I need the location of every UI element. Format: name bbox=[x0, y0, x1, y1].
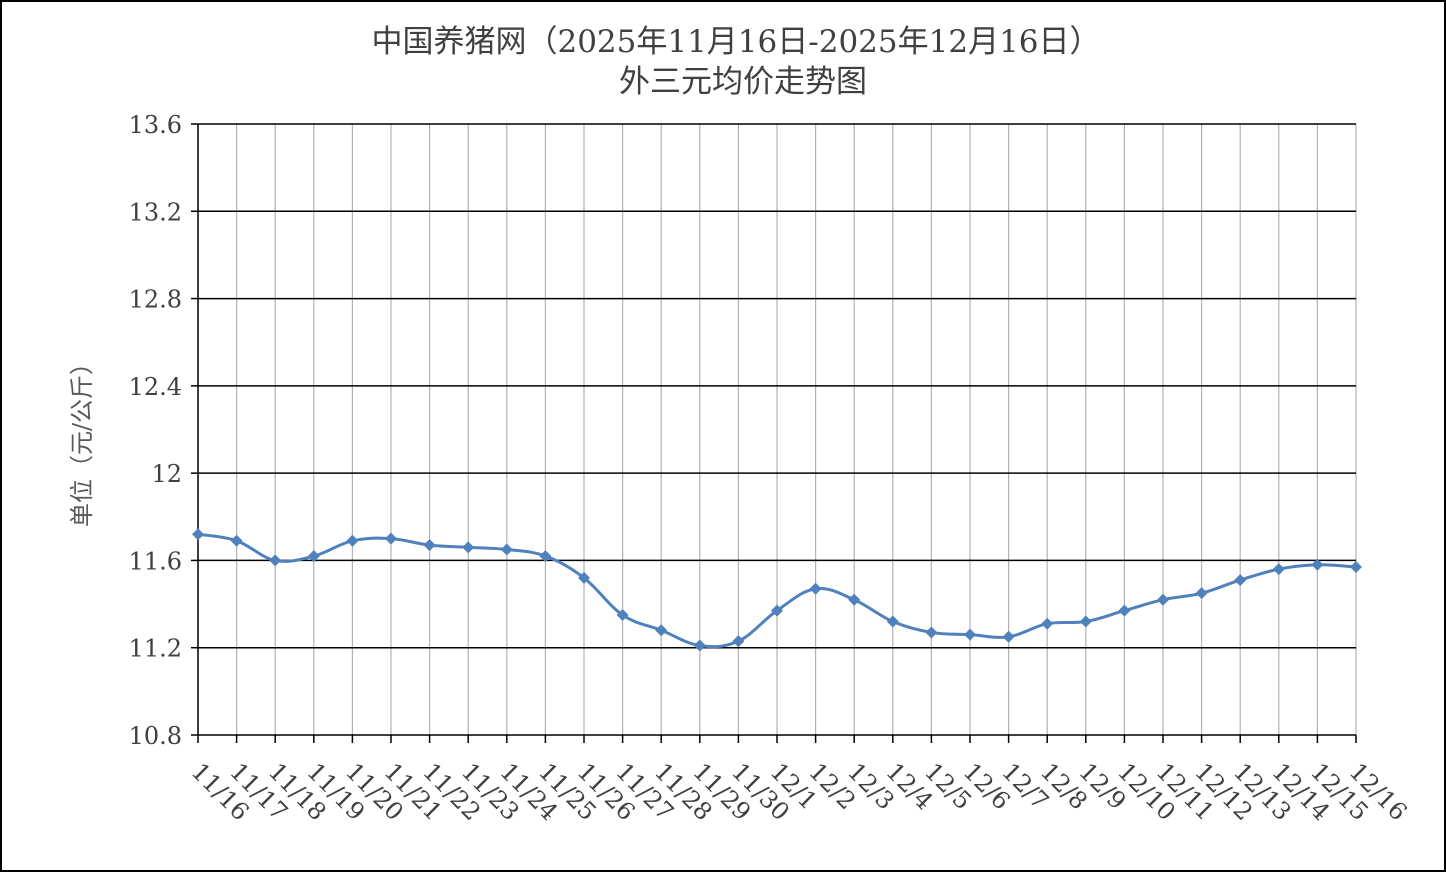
data-point bbox=[809, 582, 822, 595]
data-point bbox=[1195, 587, 1208, 600]
y-tick-label: 12.8 bbox=[129, 286, 182, 314]
data-point bbox=[230, 534, 243, 547]
data-point bbox=[1002, 630, 1015, 643]
y-axis-label: 单位（元/公斤） bbox=[68, 351, 96, 527]
data-point bbox=[1079, 615, 1092, 628]
y-tick-label: 12 bbox=[151, 460, 182, 488]
data-point bbox=[539, 550, 552, 563]
horizontal-gridlines bbox=[191, 123, 1356, 736]
data-point bbox=[1234, 574, 1247, 587]
data-point bbox=[1118, 604, 1131, 617]
data-point bbox=[771, 604, 783, 617]
data-point bbox=[616, 608, 629, 621]
data-point bbox=[964, 628, 976, 641]
chart-subtitle: 外三元均价走势图 bbox=[619, 64, 867, 100]
vertical-gridlines bbox=[197, 124, 1357, 735]
data-point bbox=[192, 528, 204, 541]
data-point bbox=[1311, 558, 1324, 571]
data-point bbox=[307, 550, 320, 563]
data-point bbox=[385, 532, 397, 545]
y-tick-label: 11.2 bbox=[129, 635, 182, 663]
y-tick-label: 13.2 bbox=[129, 198, 182, 226]
x-tick-labels: 11/1611/1711/1811/1911/2011/2111/2211/23… bbox=[186, 757, 1413, 826]
data-point bbox=[848, 593, 861, 606]
data-point bbox=[655, 624, 668, 637]
data-point bbox=[578, 571, 590, 584]
data-point bbox=[269, 554, 282, 567]
data-point bbox=[1041, 617, 1054, 630]
data-point bbox=[1157, 593, 1169, 606]
data-point bbox=[500, 543, 513, 556]
data-point bbox=[732, 635, 745, 648]
data-point bbox=[462, 541, 475, 554]
data-point bbox=[423, 539, 436, 552]
axes bbox=[197, 124, 1357, 743]
y-tick-label: 12.4 bbox=[129, 373, 182, 401]
data-point bbox=[1350, 560, 1362, 573]
y-tick-label: 13.6 bbox=[129, 111, 182, 139]
data-point bbox=[1272, 563, 1285, 576]
y-tick-labels: 13.6 13.2 12.8 12.4 12 11.6 11.2 10.8 bbox=[129, 111, 182, 750]
data-point bbox=[693, 639, 706, 652]
y-tick-label: 11.6 bbox=[129, 547, 182, 575]
data-point bbox=[886, 615, 899, 628]
series-markers bbox=[192, 528, 1362, 652]
y-tick-label: 10.8 bbox=[129, 722, 182, 750]
data-point bbox=[346, 534, 359, 547]
data-point bbox=[925, 626, 938, 639]
chart-title: 中国养猪网（2025年11月16日-2025年12月16日） bbox=[371, 24, 1100, 60]
